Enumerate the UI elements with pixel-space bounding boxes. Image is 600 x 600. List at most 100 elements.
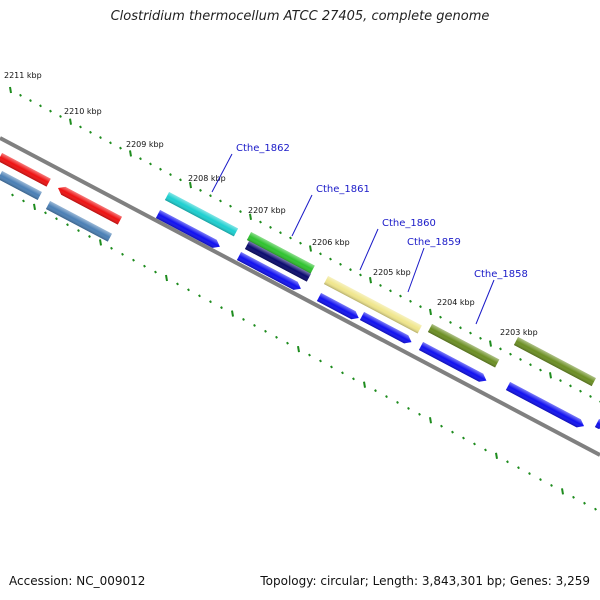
ruler-tick (275, 335, 278, 339)
ruler-tick (88, 235, 91, 238)
ruler-label: 2205 kbp (373, 268, 411, 277)
ruler-tick (179, 178, 182, 182)
ruler-tick (99, 239, 102, 246)
ruler-tick (572, 495, 575, 499)
gene-label[interactable]: Cthe_1858 (474, 269, 528, 280)
ruler-tick (550, 484, 553, 487)
ruler-tick (129, 150, 132, 157)
ruler-tick (149, 162, 152, 166)
gene-feature (155, 210, 220, 248)
ruler-ticks-inner (11, 193, 597, 511)
ruler-tick (569, 384, 572, 388)
ruler-label: 2204 kbp (437, 298, 475, 307)
ruler-tick (484, 448, 487, 452)
ruler-tick (407, 406, 410, 410)
callout-line (407, 247, 425, 293)
ruler-tick (132, 258, 135, 262)
ruler-tick (22, 199, 25, 203)
ruler-tick (506, 460, 509, 464)
map-title: Clostridium thermocellum ATCC 27405, com… (110, 9, 490, 24)
ruler-tick (39, 104, 42, 108)
ruler-tick (559, 379, 562, 383)
gene-label[interactable]: Cthe_1860 (382, 218, 436, 229)
ruler-tick (229, 204, 232, 208)
ruler-tick (519, 358, 522, 361)
ruler-tick (159, 167, 162, 171)
ruler-tick (389, 289, 392, 293)
ruler-tick (495, 452, 498, 459)
ruler-tick (9, 86, 12, 94)
gene-callouts: Cthe_1862 Cthe_1861 Cthe_1860 Cthe_1859 Cthe… (211, 143, 528, 325)
gene-feature (246, 232, 315, 274)
ruler-tick (369, 277, 372, 284)
ruler-tick (286, 341, 289, 345)
ruler-tick (385, 395, 388, 398)
ruler-tick (279, 231, 282, 235)
ruler-tick (509, 352, 512, 356)
ruler-tick (561, 488, 564, 495)
gene-feature (164, 192, 239, 237)
ruler-tick (439, 315, 442, 319)
ruler-tick (319, 359, 322, 363)
callout-line (291, 194, 313, 237)
ruler-tick (209, 300, 212, 304)
ruler-tick (529, 363, 532, 367)
ruler-tick (297, 345, 300, 353)
ruler-tick (169, 173, 172, 176)
ruler-tick (259, 220, 262, 224)
ruler-tick (308, 353, 311, 357)
gene-feature (236, 252, 301, 290)
gene-label[interactable]: Cthe_1862 (236, 143, 290, 154)
ruler-tick (594, 507, 597, 511)
ruler-tick (359, 273, 362, 277)
ruler-tick (44, 211, 47, 215)
ruler-tick (219, 199, 222, 203)
ruler-tick (539, 368, 542, 372)
ruler-tick (199, 188, 202, 192)
ruler-tick (220, 306, 223, 310)
ruler-tick (121, 252, 124, 256)
gene-feature (427, 324, 500, 368)
ruler-label: 2207 kbp (248, 206, 286, 215)
gene-feature (244, 241, 311, 282)
ruler-tick (154, 270, 157, 274)
gene-feature (0, 171, 42, 201)
ruler-tick (379, 284, 382, 287)
ruler-tick (341, 371, 344, 375)
ruler-tick (176, 282, 179, 286)
ruler-tick (363, 381, 366, 388)
gene-feature (45, 201, 112, 242)
ruler-tick (549, 372, 552, 379)
ruler-tick (374, 389, 377, 393)
ruler-tick (99, 136, 102, 139)
ruler-tick (49, 109, 52, 113)
gene-label[interactable]: Cthe_1861 (316, 184, 370, 195)
ruler-tick (139, 157, 142, 161)
ruler-tick (299, 241, 302, 245)
ruler-tick (489, 340, 492, 347)
ruler-tick (249, 213, 252, 220)
ruler-ticks-outer (9, 86, 600, 403)
gene-label[interactable]: Cthe_1859 (407, 237, 461, 248)
ruler-tick (451, 430, 454, 434)
gene-features (0, 153, 600, 429)
ruler-tick (349, 268, 352, 272)
ruler-label: 2210 kbp (64, 107, 102, 116)
ruler-tick (209, 194, 212, 198)
ruler-tick (198, 294, 201, 298)
ruler-labels: 2211 kbp 2210 kbp 2209 kbp 2208 kbp 2207 kbp… (4, 71, 538, 337)
ruler-tick (418, 412, 421, 416)
ruler-tick (589, 394, 592, 398)
backbone (0, 136, 600, 457)
ruler-tick (528, 472, 531, 476)
ruler-label: 2206 kbp (312, 238, 350, 247)
ruler-tick (330, 365, 333, 369)
ruler-tick (539, 478, 542, 481)
ruler-tick (429, 417, 432, 424)
ruler-tick (33, 203, 36, 211)
gene-feature (323, 276, 422, 334)
ruler-label: 2208 kbp (188, 174, 226, 183)
ruler-tick (583, 501, 586, 505)
gene-feature (418, 342, 487, 382)
gene-feature (58, 186, 122, 225)
